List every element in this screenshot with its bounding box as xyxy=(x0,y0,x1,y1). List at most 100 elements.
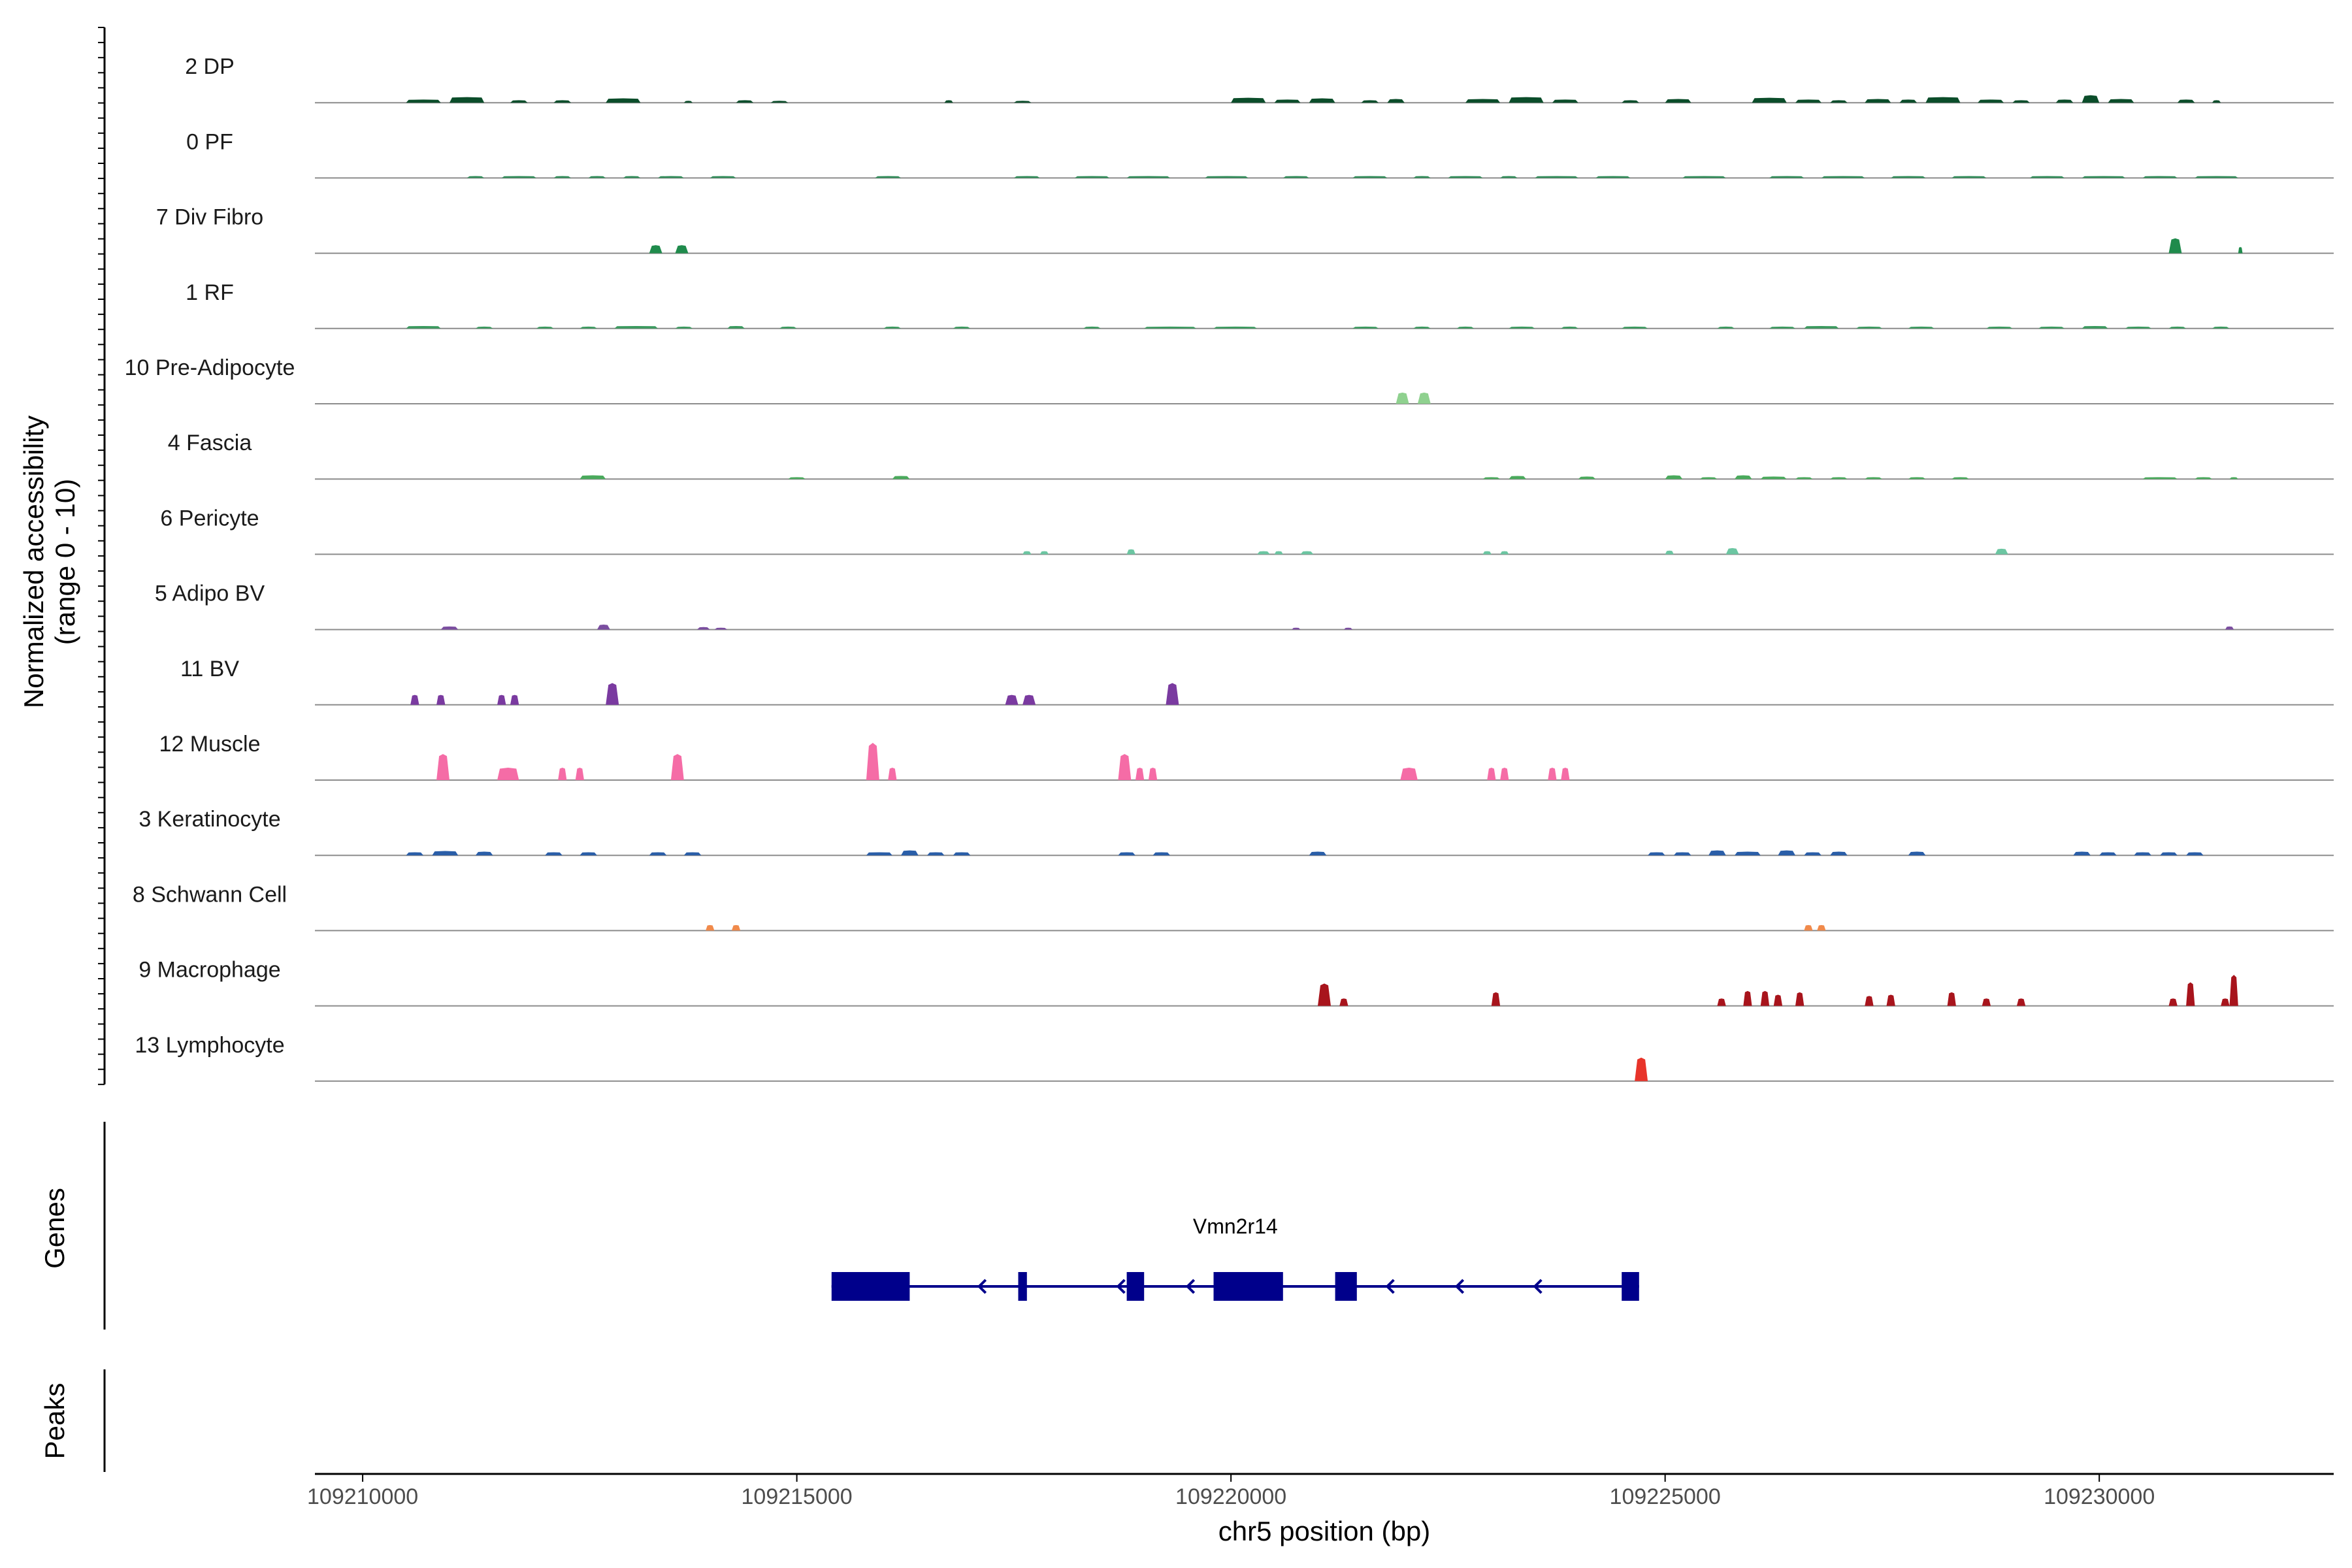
track-10: 12 Muscle xyxy=(159,732,2334,781)
coverage-peak xyxy=(1022,551,1032,555)
gene-exon xyxy=(1622,1272,1639,1301)
coverage-peak xyxy=(1257,551,1270,555)
coverage-peak xyxy=(1535,176,1578,178)
track-label: 9 Macrophage xyxy=(139,958,280,983)
coverage-peak xyxy=(596,625,610,630)
coverage-peak xyxy=(2073,851,2091,856)
track-12: 8 Schwann Cell xyxy=(133,882,2334,932)
strand-arrow xyxy=(1533,1279,1543,1294)
coverage-peak xyxy=(1482,477,1501,480)
coverage-peak xyxy=(1387,99,1405,103)
coverage-peak xyxy=(1339,998,1348,1006)
coverage-peak xyxy=(1552,99,1578,103)
coverage-peak xyxy=(2082,95,2100,103)
coverage-peak xyxy=(1083,326,1101,329)
coverage-peak xyxy=(675,245,689,253)
coverage-peak xyxy=(1413,176,1431,178)
coverage-peak xyxy=(696,627,710,630)
coverage-peak xyxy=(892,476,910,480)
coverage-peak xyxy=(1118,852,1135,856)
coverage-peak xyxy=(658,176,684,178)
track-label: 10 Pre-Adipocyte xyxy=(125,355,295,380)
track-label: 13 Lymphocyte xyxy=(135,1033,284,1058)
coverage-peak xyxy=(1682,176,1726,178)
coverage-peak xyxy=(1908,851,1926,856)
coverage-peak xyxy=(1231,97,1266,103)
coverage-peak xyxy=(1978,99,2004,103)
coverage-peak xyxy=(1865,996,1874,1006)
coverage-peak xyxy=(1013,101,1032,103)
coverage-peak xyxy=(683,852,702,856)
coverage-peak xyxy=(1769,326,1795,329)
coverage-peak xyxy=(736,100,754,103)
coverage-peak xyxy=(1500,768,1509,780)
coverage-peak xyxy=(2125,326,2151,329)
coverage-peak xyxy=(2160,852,2178,856)
coverage-peak xyxy=(1986,326,2013,329)
strand-arrow xyxy=(1454,1279,1465,1294)
coverage-peak xyxy=(1752,97,1787,103)
track-label: 3 Keratinocyte xyxy=(139,807,280,832)
track-14: 13 Lymphocyte xyxy=(135,1033,2334,1082)
coverage-peak xyxy=(727,326,745,329)
coverage-peak xyxy=(1717,998,1726,1006)
coverage-peak xyxy=(1352,176,1388,178)
coverage-peak xyxy=(406,852,424,856)
coverage-peak xyxy=(436,694,446,705)
coverage-peak xyxy=(1135,768,1145,780)
coverage-peak xyxy=(1487,768,1496,780)
coverage-peak xyxy=(714,627,728,630)
coverage-peak xyxy=(953,852,971,856)
coverage-peak xyxy=(497,694,506,705)
coverage-peak xyxy=(1725,547,1739,555)
coverage-peak xyxy=(1022,694,1036,705)
coverage-peak xyxy=(1699,477,1718,480)
coverage-peak xyxy=(2229,477,2238,480)
coverage-peak xyxy=(1795,477,1813,480)
coverage-peak xyxy=(2168,326,2187,329)
coverage-peak xyxy=(2212,326,2230,329)
coverage-peak xyxy=(1821,176,1865,178)
coverage-peak xyxy=(1769,176,1805,178)
coverage-peak xyxy=(1760,476,1787,480)
coverage-peak xyxy=(1899,99,1918,103)
strand-arrow xyxy=(1116,1279,1126,1294)
track-13: 9 Macrophage xyxy=(139,958,2334,1007)
coverage-peak xyxy=(2186,852,2204,856)
coverage-peak xyxy=(1856,326,1882,329)
coverage-peak xyxy=(2134,852,2151,856)
track-9: 11 BV xyxy=(180,657,2334,706)
y-axis-title-line2: (range 0 - 10) xyxy=(50,479,80,645)
coverage-peak xyxy=(1908,477,1926,480)
coverage-peak xyxy=(2229,975,2238,1006)
peaks-panel-label: Peaks xyxy=(39,1383,70,1460)
coverage-peak xyxy=(1908,326,1935,329)
coverage-peak xyxy=(1318,983,1331,1006)
coverage-peak xyxy=(1013,176,1040,178)
coverage-peak xyxy=(606,98,641,103)
coverage-peak xyxy=(2082,176,2125,178)
gene-exon xyxy=(831,1272,910,1301)
coverage-peak xyxy=(1708,850,1726,856)
track-label: 0 PF xyxy=(186,129,233,154)
coverage-peak xyxy=(1148,768,1158,780)
coverage-peak xyxy=(1865,477,1882,480)
coverage-peak xyxy=(875,176,902,178)
coverage-peak xyxy=(1548,768,1557,780)
coverage-peak xyxy=(436,754,449,780)
coverage-peak xyxy=(614,326,658,329)
coverage-peak xyxy=(1778,850,1795,856)
coverage-peak xyxy=(410,694,419,705)
coverage-peak xyxy=(866,743,879,780)
coverage-peak xyxy=(580,326,597,329)
coverage-peak xyxy=(2108,99,2134,103)
coverage-peak xyxy=(1465,99,1501,103)
coverage-peak xyxy=(2142,477,2178,480)
coverage-peak xyxy=(432,851,459,856)
coverage-peak xyxy=(1795,99,1821,103)
coverage-peak xyxy=(1665,99,1691,103)
coverage-peak xyxy=(623,176,641,178)
coverage-peak xyxy=(706,924,715,931)
coverage-peak xyxy=(606,683,619,705)
